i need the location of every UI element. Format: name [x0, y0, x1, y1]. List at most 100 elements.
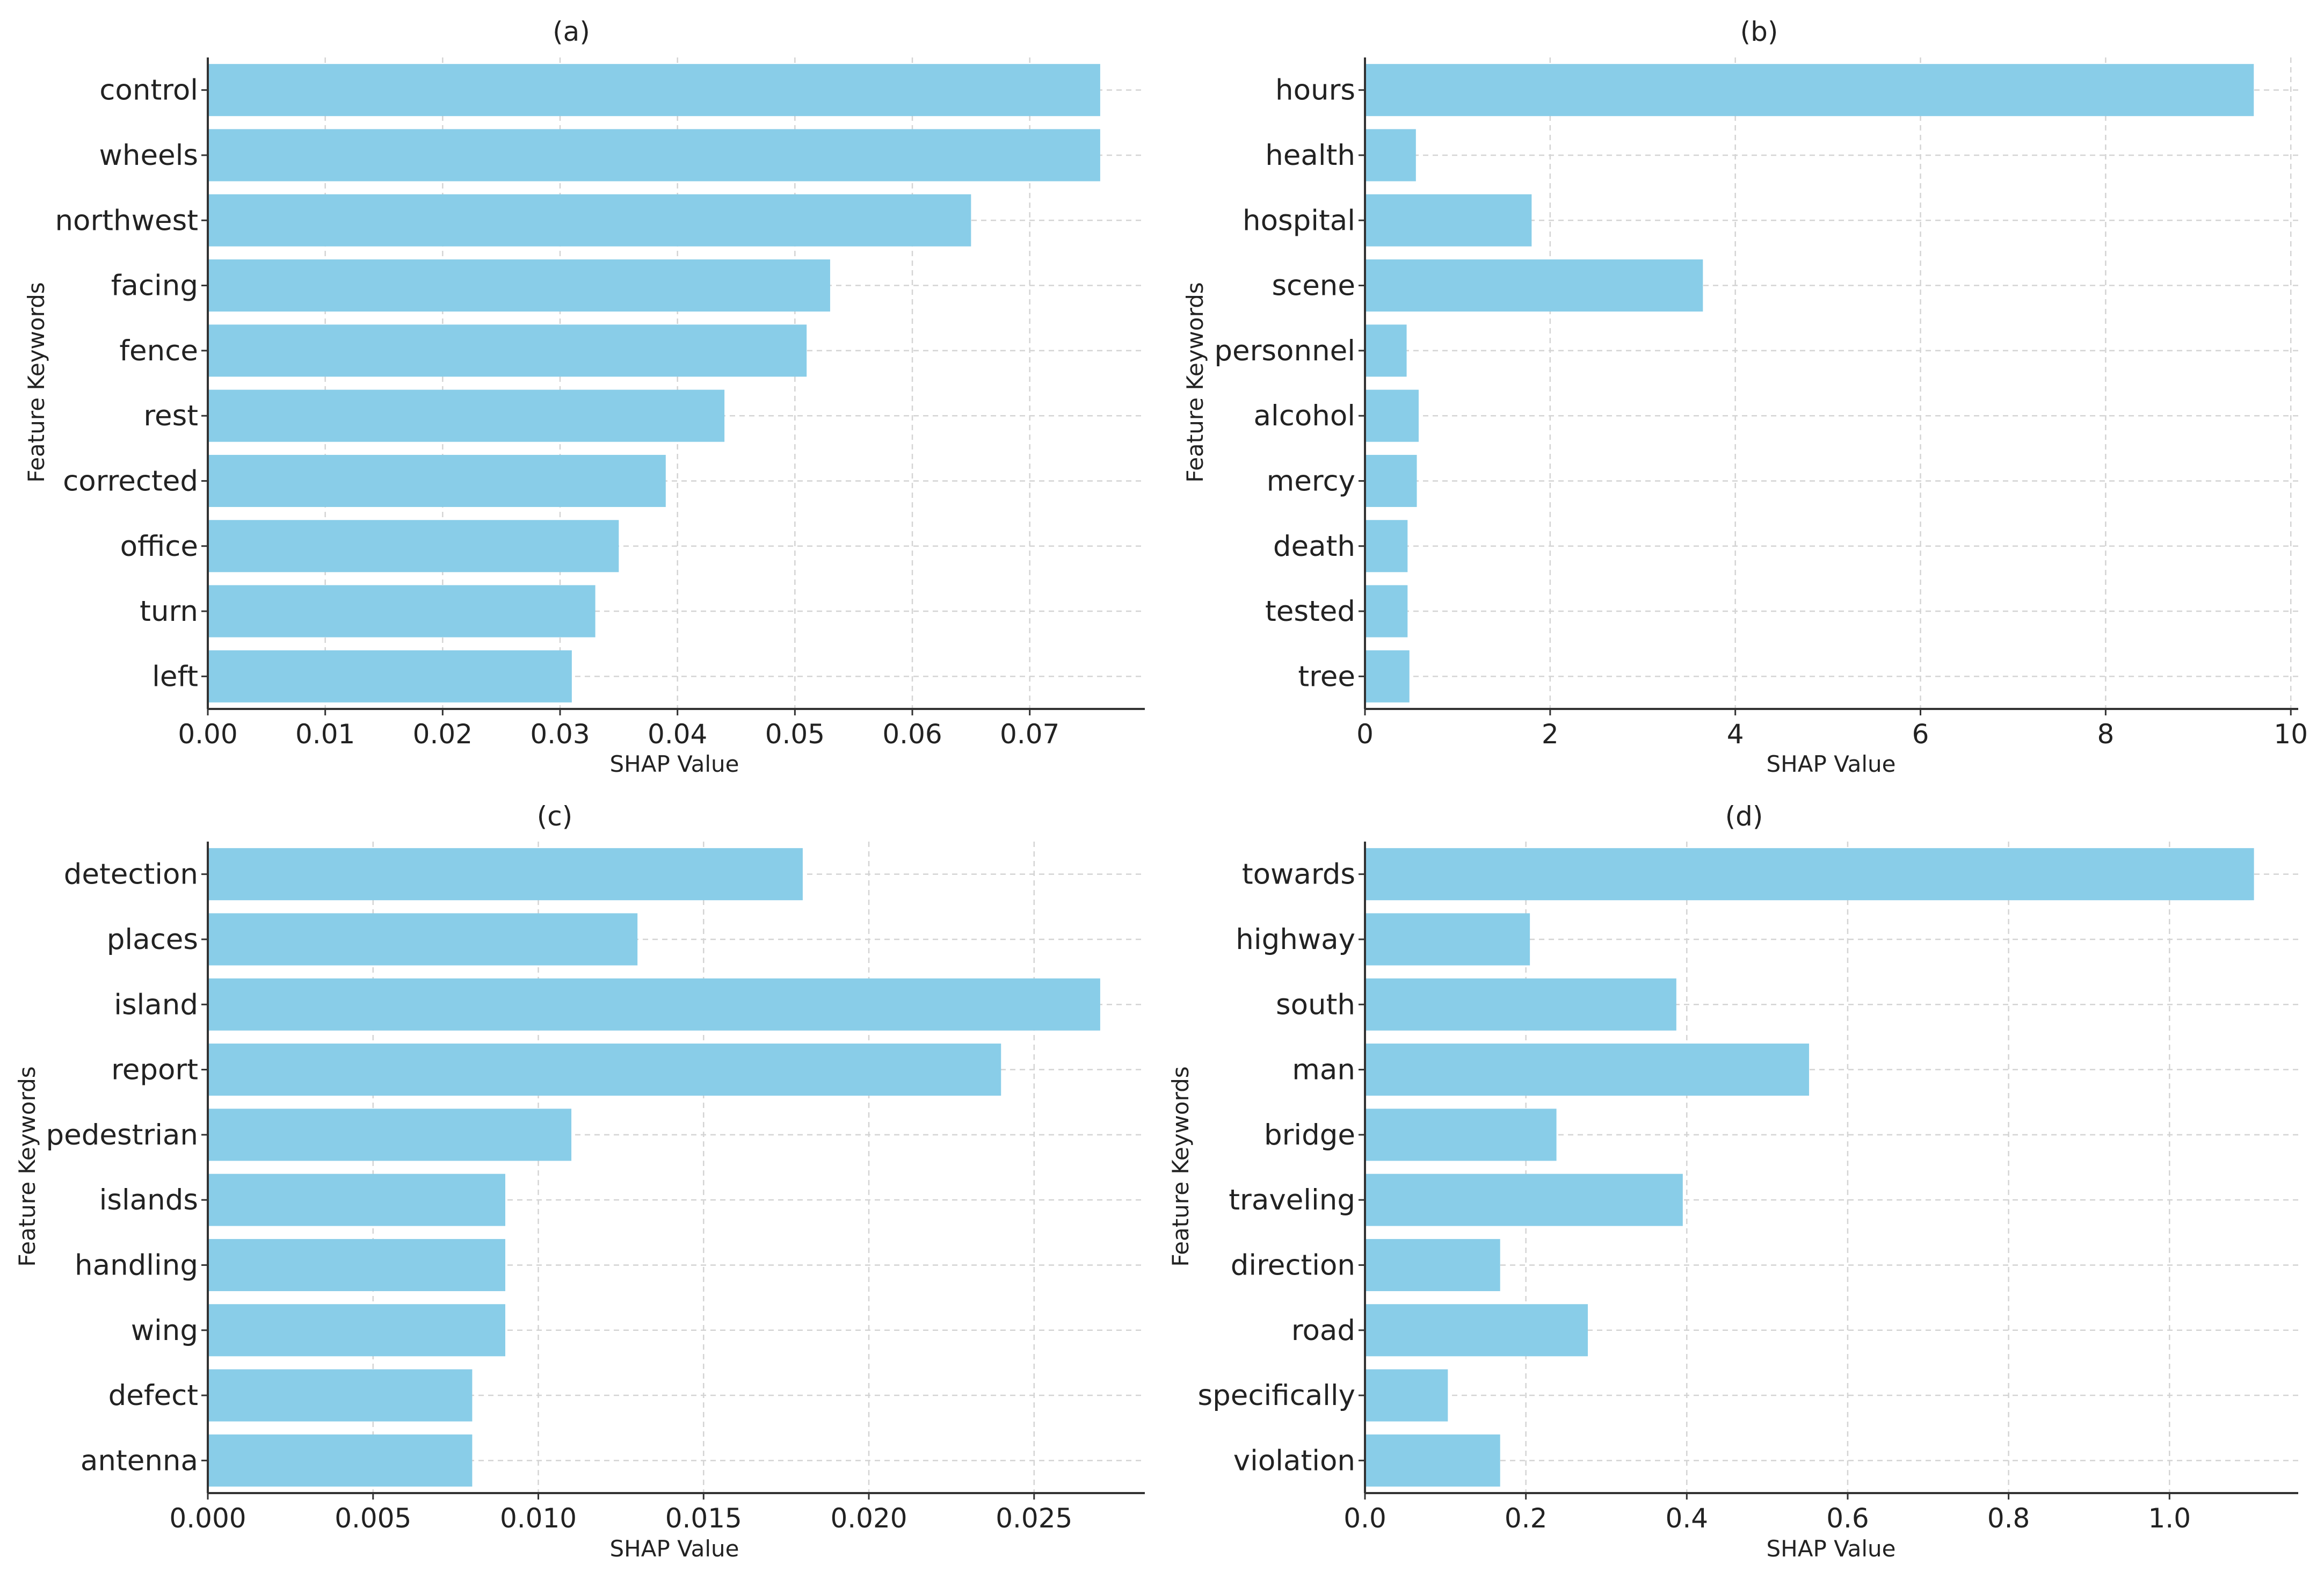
bar-island [208, 978, 1100, 1031]
bar-bridge [1365, 1109, 1557, 1161]
chart-title: (d) [1725, 801, 1763, 832]
y-axis-label: Feature Keywords [1182, 282, 1208, 482]
y-tick-label: rest [143, 400, 198, 432]
y-axis-label: Feature Keywords [14, 1066, 40, 1266]
x-tick-label: 0.01 [295, 719, 355, 750]
chart-title: (c) [537, 801, 573, 832]
y-tick-label: scene [1272, 270, 1355, 302]
y-tick-label: corrected [63, 465, 198, 497]
bar-south [1365, 978, 1676, 1031]
y-tick-label: office [120, 530, 198, 563]
bar-turn [208, 585, 595, 638]
y-tick-label: detection [64, 858, 198, 891]
x-tick-label: 0.000 [169, 1503, 246, 1534]
chart-title: (b) [1740, 16, 1778, 47]
bar-death [1365, 520, 1408, 573]
x-tick-label: 1.0 [2148, 1503, 2191, 1534]
y-tick-label: facing [111, 270, 198, 302]
y-tick-label: control [99, 74, 198, 107]
x-tick-label: 10 [2274, 719, 2308, 750]
panel-c: (c) Feature Keywords SHAP Value detectio… [14, 801, 1145, 1562]
x-tick-label: 0.04 [648, 719, 707, 750]
panel-b: (b) Feature Keywords SHAP Value hours hea… [1182, 16, 2308, 777]
y-tick-label: hospital [1243, 204, 1355, 237]
x-tick-label: 0.02 [413, 719, 473, 750]
y-tick-label: towards [1242, 858, 1355, 891]
bar-hospital [1365, 194, 1532, 247]
y-tick-label: alcohol [1253, 400, 1355, 432]
bar-office [208, 520, 619, 573]
y-tick-label: wheels [99, 139, 199, 172]
bar-handling [208, 1239, 505, 1291]
bar-islands [208, 1174, 505, 1226]
x-tick-label: 0.8 [1987, 1503, 2030, 1534]
y-tick-label: left [152, 660, 198, 693]
x-tick-label: 8 [2097, 719, 2114, 750]
panel-a: (a) Feature Keywords SHAP Value control w… [23, 16, 1145, 777]
x-tick-label: 0.05 [765, 719, 825, 750]
y-tick-label: defect [108, 1379, 198, 1412]
y-tick-label: death [1273, 530, 1355, 563]
y-tick-label: pedestrian [46, 1119, 198, 1152]
bar-fence [208, 324, 807, 377]
y-tick-label: report [111, 1054, 198, 1087]
bar-wheels [208, 129, 1100, 182]
y-tick-label: wing [131, 1314, 198, 1347]
y-tick-label: handling [75, 1249, 198, 1281]
bar-scene [1365, 259, 1703, 312]
bar-tested [1365, 585, 1408, 638]
y-tick-label: hours [1275, 74, 1355, 107]
x-tick-label: 0.00 [178, 719, 237, 750]
y-tick-label: northwest [55, 204, 198, 237]
bar-violation [1365, 1434, 1500, 1487]
x-axis-label: SHAP Value [1767, 751, 1896, 777]
y-tick-label: tested [1265, 595, 1355, 628]
y-tick-label: road [1291, 1314, 1355, 1347]
x-axis-label: SHAP Value [1767, 1536, 1896, 1562]
bar-tree [1365, 650, 1410, 703]
y-tick-label: mercy [1267, 465, 1355, 497]
bar-highway [1365, 913, 1530, 966]
bar-hours [1365, 64, 2254, 117]
x-tick-label: 0.4 [1666, 1503, 1709, 1534]
y-tick-label: personnel [1214, 335, 1355, 367]
bar-control [208, 64, 1100, 117]
y-tick-label: bridge [1264, 1119, 1355, 1152]
y-tick-label: violation [1233, 1444, 1355, 1477]
x-tick-label: 2 [1542, 719, 1559, 750]
bar-antenna [208, 1434, 473, 1487]
x-tick-label: 0.025 [996, 1503, 1072, 1534]
x-tick-label: 0.020 [830, 1503, 907, 1534]
x-tick-label: 0.010 [500, 1503, 577, 1534]
x-tick-label: 0.005 [335, 1503, 411, 1534]
y-axis-label: Feature Keywords [23, 282, 49, 482]
bar-places [208, 913, 638, 966]
y-tick-label: islands [99, 1184, 198, 1216]
bar-defect [208, 1369, 473, 1422]
bar-report [208, 1044, 1001, 1096]
x-tick-label: 0 [1356, 719, 1374, 750]
bar-road [1365, 1304, 1588, 1357]
bar-man [1365, 1044, 1810, 1096]
x-tick-label: 4 [1727, 719, 1744, 750]
y-axis-label: Feature Keywords [1167, 1066, 1194, 1266]
bar-pedestrian [208, 1109, 572, 1161]
x-tick-label: 6 [1912, 719, 1929, 750]
x-tick-label: 0.07 [1000, 719, 1059, 750]
chart-title: (a) [553, 16, 590, 47]
x-tick-label: 0.03 [530, 719, 590, 750]
y-tick-label: direction [1231, 1249, 1355, 1281]
bar-towards [1365, 848, 2254, 901]
bar-health [1365, 129, 1416, 182]
y-tick-label: turn [140, 595, 198, 628]
y-tick-label: specifically [1197, 1379, 1355, 1412]
x-axis-label: SHAP Value [610, 1536, 739, 1562]
bar-traveling [1365, 1174, 1683, 1226]
x-tick-label: 0.2 [1505, 1503, 1548, 1534]
y-tick-label: health [1265, 139, 1355, 172]
bar-facing [208, 259, 830, 312]
x-tick-label: 0.06 [882, 719, 942, 750]
bar-corrected [208, 454, 666, 507]
bar-rest [208, 389, 725, 442]
